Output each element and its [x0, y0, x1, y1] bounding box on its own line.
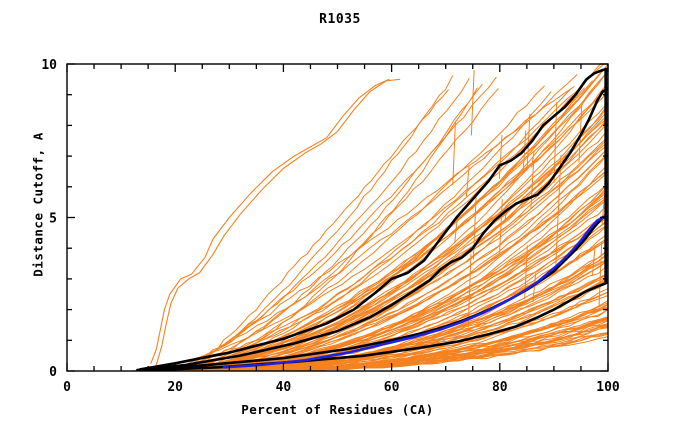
series-outlier-orange-2	[155, 78, 401, 366]
ensemble-curve	[166, 101, 608, 371]
series-outlier-orange-1	[150, 78, 390, 364]
axis-ticks	[66, 63, 609, 372]
series-low-black-lower	[152, 280, 608, 371]
x-axis-label: Percent of Residues (CA)	[241, 402, 434, 417]
ensemble-curve	[531, 150, 535, 168]
x-tick-label: 100	[596, 380, 620, 395]
ensemble-curve	[467, 253, 472, 328]
ensemble-curve	[178, 182, 608, 371]
ensemble-curve	[179, 163, 608, 371]
ensemble-curve	[598, 242, 603, 308]
ensemble-curve	[472, 197, 477, 260]
ensemble-curve	[195, 87, 585, 371]
series-blue-highlight	[222, 216, 608, 369]
x-tick-label: 60	[384, 380, 400, 395]
x-tick-label: 0	[63, 380, 71, 395]
ensemble-curve	[555, 205, 560, 265]
ensemble-curve	[526, 114, 531, 171]
ensemble-curve	[465, 165, 470, 197]
page-title: R1035	[319, 12, 361, 27]
y-tick-label: 10	[41, 58, 57, 73]
plot-background	[67, 64, 608, 371]
series-mid-black-lower	[144, 87, 608, 371]
ensemble-curve	[532, 272, 537, 303]
highlight-curves	[136, 67, 608, 371]
ensemble-curve	[137, 64, 605, 371]
ensemble-curve	[194, 80, 593, 371]
ensemble-curve	[454, 216, 458, 244]
ensemble-curve	[530, 161, 535, 209]
ensemble-curve	[522, 130, 527, 174]
ensemble-curve	[191, 89, 449, 371]
ensemble-curve	[182, 85, 545, 371]
ensemble-curve	[591, 245, 596, 276]
ensemble-curve	[452, 120, 456, 186]
x-tick-label: 80	[492, 380, 508, 395]
ensemble-curve	[178, 224, 608, 371]
axis-tick-labels: 0 20 40 60 80 100 0 5 10	[41, 58, 620, 395]
ensemble-curve	[163, 74, 578, 370]
ensemble-curve	[470, 70, 475, 136]
ensemble-curve	[179, 82, 608, 371]
ensemble-curve	[498, 134, 503, 180]
x-tick-label: 20	[167, 380, 183, 395]
series-mid-black-upper	[138, 67, 608, 371]
ensemble-curve	[163, 91, 552, 371]
x-tick-label: 40	[276, 380, 292, 395]
ensemble-curve	[499, 199, 503, 253]
y-tick-label: 0	[49, 365, 57, 380]
ensemble-curve	[179, 75, 454, 371]
y-tick-label: 5	[49, 212, 57, 227]
